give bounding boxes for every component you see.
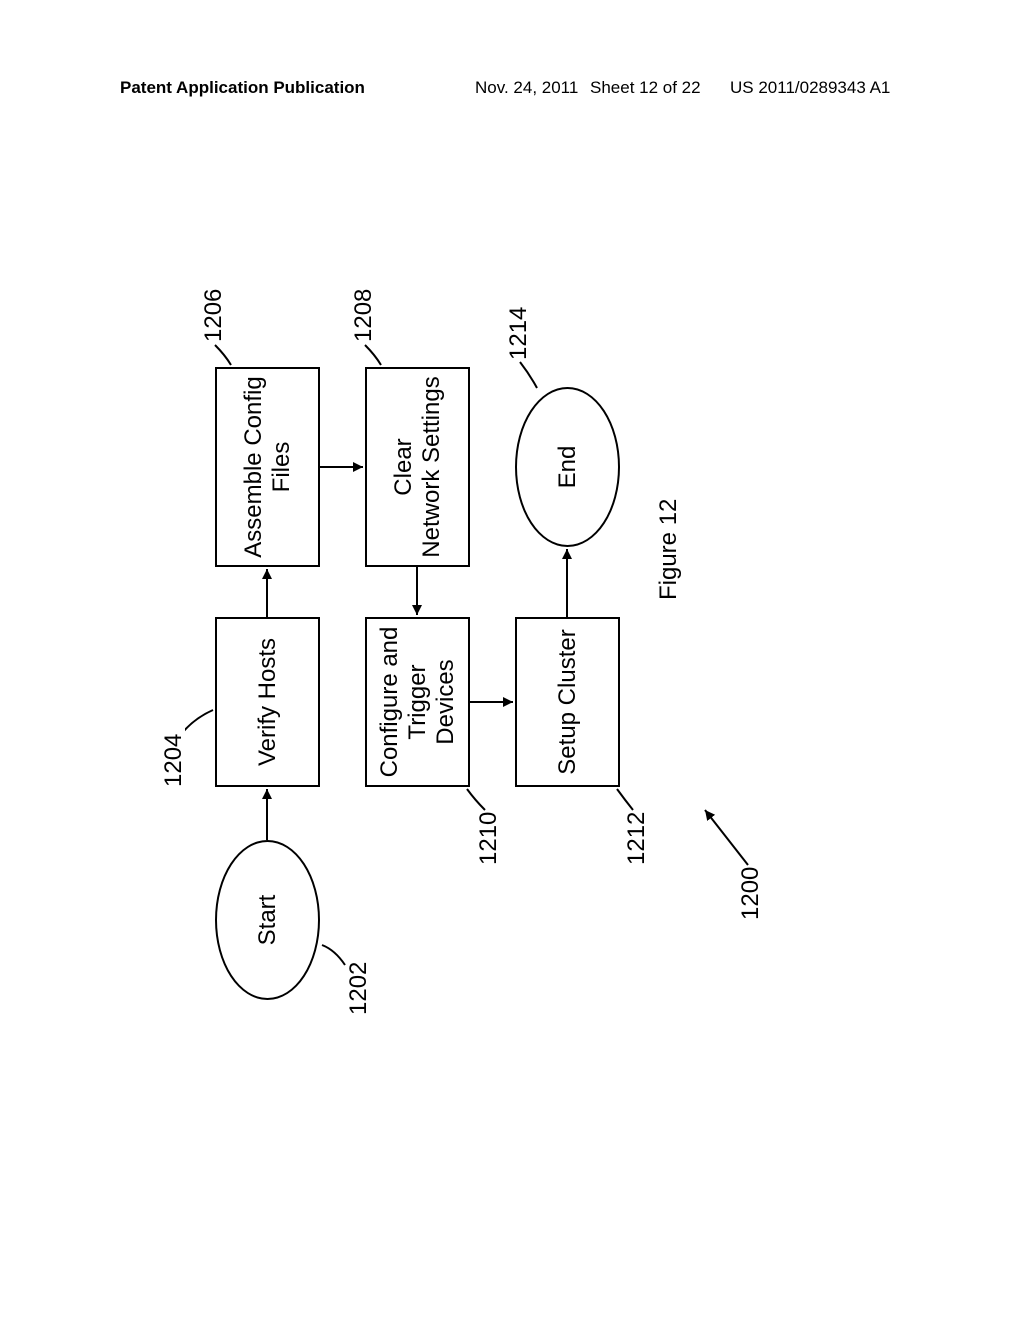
ref-1214: 1214	[505, 307, 533, 360]
end-label: End	[554, 446, 582, 489]
verify-hosts-node: Verify Hosts	[215, 617, 320, 787]
document-number: US 2011/0289343 A1	[730, 78, 890, 98]
publication-label: Patent Application Publication	[120, 78, 365, 98]
clear-network-label: Clear Network Settings	[390, 376, 446, 557]
ref-1200: 1200	[737, 867, 765, 920]
ref-1212: 1212	[623, 812, 651, 865]
figure-caption: Figure 12	[655, 499, 683, 600]
configure-trigger-node: Configure and Trigger Devices	[365, 617, 470, 787]
end-node: End	[515, 387, 620, 547]
assemble-config-node: Assemble Config Files	[215, 367, 320, 567]
ref-1202: 1202	[345, 962, 373, 1015]
assemble-config-label: Assemble Config Files	[240, 376, 296, 557]
ref-1208: 1208	[350, 289, 378, 342]
verify-hosts-label: Verify Hosts	[254, 638, 282, 766]
sheet-number: Sheet 12 of 22	[590, 78, 701, 98]
publication-date: Nov. 24, 2011	[475, 78, 578, 98]
setup-cluster-node: Setup Cluster	[515, 617, 620, 787]
setup-cluster-label: Setup Cluster	[554, 629, 582, 774]
configure-trigger-label: Configure and Trigger Devices	[376, 619, 460, 785]
ref-1206: 1206	[200, 289, 228, 342]
start-label: Start	[254, 895, 282, 946]
clear-network-node: Clear Network Settings	[365, 367, 470, 567]
start-node: Start	[215, 840, 320, 1000]
flowchart: Start 1202 Verify Hosts 1204 Assemble Co…	[115, 320, 865, 930]
ref-1204: 1204	[160, 734, 188, 787]
ref-1210: 1210	[475, 812, 503, 865]
